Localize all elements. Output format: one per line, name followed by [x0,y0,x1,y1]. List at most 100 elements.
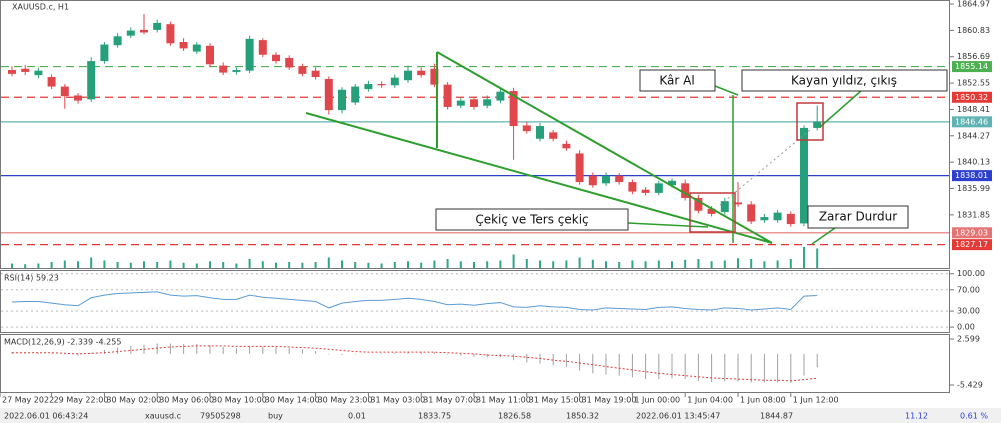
candle-body [470,99,478,107]
candle-body [87,61,96,100]
volume-bar [301,262,304,268]
candle-body [430,68,439,85]
candle-body [298,66,307,74]
status-field: 79505298 [200,412,241,421]
volume-bar [789,259,792,268]
volume-bar [657,260,660,268]
volume-bar [776,260,779,268]
volume-bar [195,263,198,268]
volume-bar [11,263,13,268]
volume-bar [248,259,251,268]
candle-body [483,99,492,106]
y-tick-label: 0.00 [957,323,975,332]
candle-body [47,77,56,87]
volume-bar [235,263,238,268]
x-tick-label: 31 May 07:00 [423,396,478,405]
volume-bar [354,262,357,268]
volume-bar [37,263,40,268]
status-field: 0.61 % [960,412,988,421]
x-tick-label: 1 Jun 04:00 [687,396,733,405]
candle-body [588,175,597,186]
x-tick-label: 31 May 11:00 [476,396,531,405]
candle-body [100,44,109,62]
candle-body [654,183,663,193]
volume-bar [512,254,515,268]
annotation: Kayan yıldız, çıkış [791,74,897,88]
level-label-box [952,227,992,239]
volume-bar [697,259,700,268]
candle-body [747,204,756,222]
volume-bar [261,261,264,268]
x-tick-label: 1 Jun 12:00 [793,396,839,405]
candle-body [575,153,584,183]
volume-bar [473,262,475,268]
volume-bar [288,262,291,268]
volume-bar [486,261,489,268]
candle-body [602,175,610,184]
level-label: 1838.01 [955,171,988,180]
volume-bar [393,262,396,268]
candle-body [113,36,122,46]
volume-bar [671,261,673,268]
candle-body [734,202,742,205]
annotation: Çekiç ve Ters çekiç [475,213,588,227]
y-tick-label: 1844.27 [957,131,990,140]
level-label-box [952,116,992,128]
candle-body [496,91,505,101]
status-field: 0.01 [348,412,366,421]
candle-body [536,126,544,139]
volume-bar [182,262,185,268]
status-field: 1844.87 [760,412,793,421]
candle-body [324,78,333,111]
volume-bar [499,260,502,268]
volume-bar [737,258,739,268]
volume-bar [169,260,172,268]
volume-bar [565,260,568,268]
volume-bar [275,262,277,268]
level-label: 1827.17 [955,240,988,249]
x-tick-label: 30 May 02:00 [106,396,161,405]
macd-signal [12,345,818,382]
candle-body [258,40,267,55]
level-label-box [952,61,992,73]
level-label: 1855.14 [955,62,988,71]
volume-bar [763,261,766,268]
candle-body [140,29,148,33]
candle-body [456,100,465,106]
volume-bar [129,262,132,268]
annotation: Kâr Al [659,74,694,88]
status-bar [0,408,1001,423]
candle-body [179,42,188,49]
volume-bar [143,261,145,268]
macd-title: MACD(12,26,9) -2.339 -4.255 [4,338,121,347]
candle-body [668,180,676,186]
volume-bar [156,262,159,268]
y-tick-label: 1831.85 [957,210,990,219]
candle-body [377,84,386,86]
volume-bar [116,262,119,268]
volume-bar [24,264,27,268]
y-tick-label: 1835.99 [957,184,990,193]
x-tick-label: 1 Jun 00:00 [634,396,680,405]
candle-body [34,70,43,76]
volume-bar [367,262,370,268]
wedge-drawing [305,51,863,245]
candle-body [615,175,624,183]
candle-body [166,24,175,44]
candle-body [786,213,795,225]
volume-bar [407,261,409,268]
candle-body [60,86,69,97]
x-tick-label: 30 May 23:00 [318,396,373,405]
y-tick-label: 100.00 [957,269,985,278]
chart-title: XAUUSD.c, H1 [12,3,69,12]
candle-body [628,182,637,192]
status-field: 1850.32 [566,412,599,421]
status-field: 1826.58 [498,412,531,421]
candle-body [285,57,294,68]
candle-body [509,91,518,127]
volume-bar [77,261,79,268]
volume-bar [684,259,687,268]
volume-bar [327,257,330,268]
volume-bar [446,259,449,268]
